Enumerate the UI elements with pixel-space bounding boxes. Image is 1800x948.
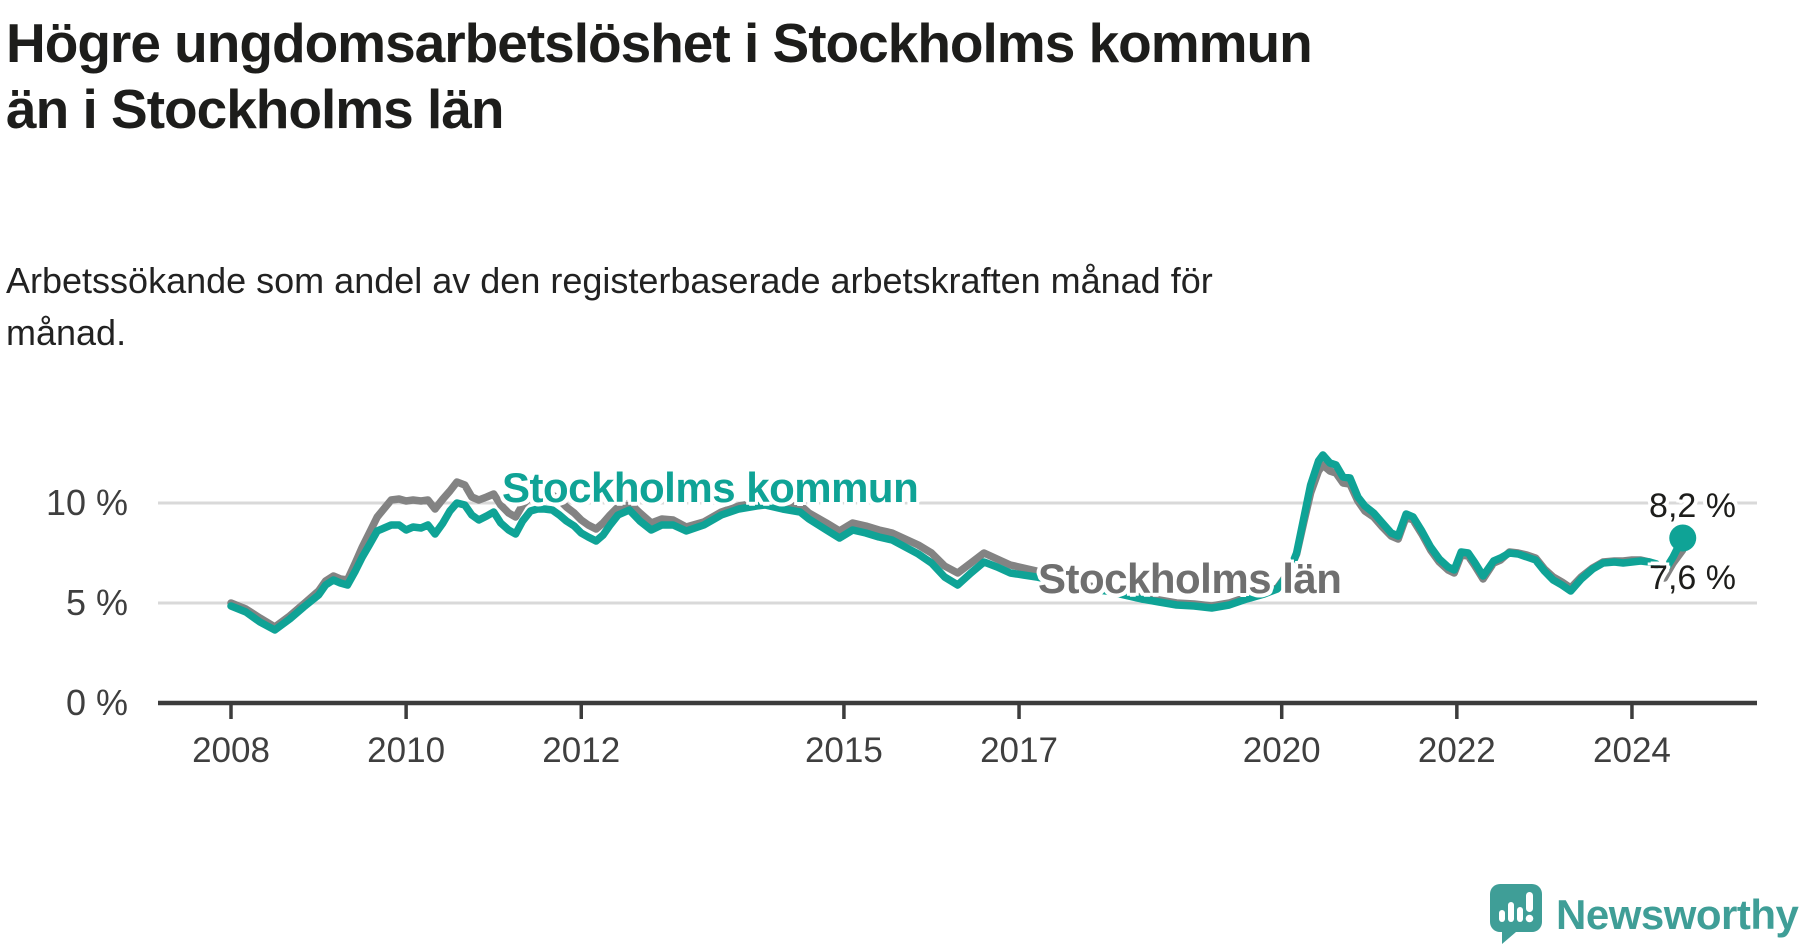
x-axis-label: 2020 <box>1242 731 1321 770</box>
series-end-dot <box>1669 524 1697 552</box>
x-axis-label: 2024 <box>1593 731 1671 770</box>
page-title: Högre ungdomsarbetslöshet i Stockholms k… <box>6 10 1566 142</box>
chart-subtitle: Arbetssökande som andel av den registerb… <box>6 255 1506 359</box>
series-label-stockholms-kommun: Stockholms kommun <box>502 464 919 511</box>
x-axis-label: 2015 <box>804 731 883 770</box>
end-value-label-lan: 7,6 % <box>1649 559 1736 597</box>
end-value-label-kommun: 8,2 % <box>1649 487 1736 525</box>
x-axis-label: 2012 <box>542 731 621 770</box>
subtitle-line-2: månad. <box>6 312 127 353</box>
series-label-stockholms-lan: Stockholms län <box>1038 555 1342 602</box>
newsworthy-logo: Newsworthy <box>1490 884 1799 946</box>
series-line-stockholms-kommun <box>227 451 1687 634</box>
x-axis-ticks <box>229 703 1634 719</box>
subtitle-line-1: Arbetssökande som andel av den registerb… <box>6 260 1213 301</box>
title-line-1: Högre ungdomsarbetslöshet i Stockholms k… <box>6 12 1313 74</box>
newsworthy-logo-icon <box>1490 884 1542 944</box>
newsworthy-logo-text: Newsworthy <box>1556 891 1799 938</box>
title-line-2: än i Stockholms län <box>6 78 505 140</box>
y-axis-label: 0 % <box>65 682 128 723</box>
x-axis-label: 2022 <box>1417 731 1496 770</box>
y-axis-label: 5 % <box>65 582 128 623</box>
x-axis-label: 2008 <box>192 731 270 770</box>
x-axis-label: 2017 <box>980 731 1058 770</box>
x-axis-label: 2010 <box>367 731 446 770</box>
y-axis-label: 10 % <box>45 482 128 523</box>
